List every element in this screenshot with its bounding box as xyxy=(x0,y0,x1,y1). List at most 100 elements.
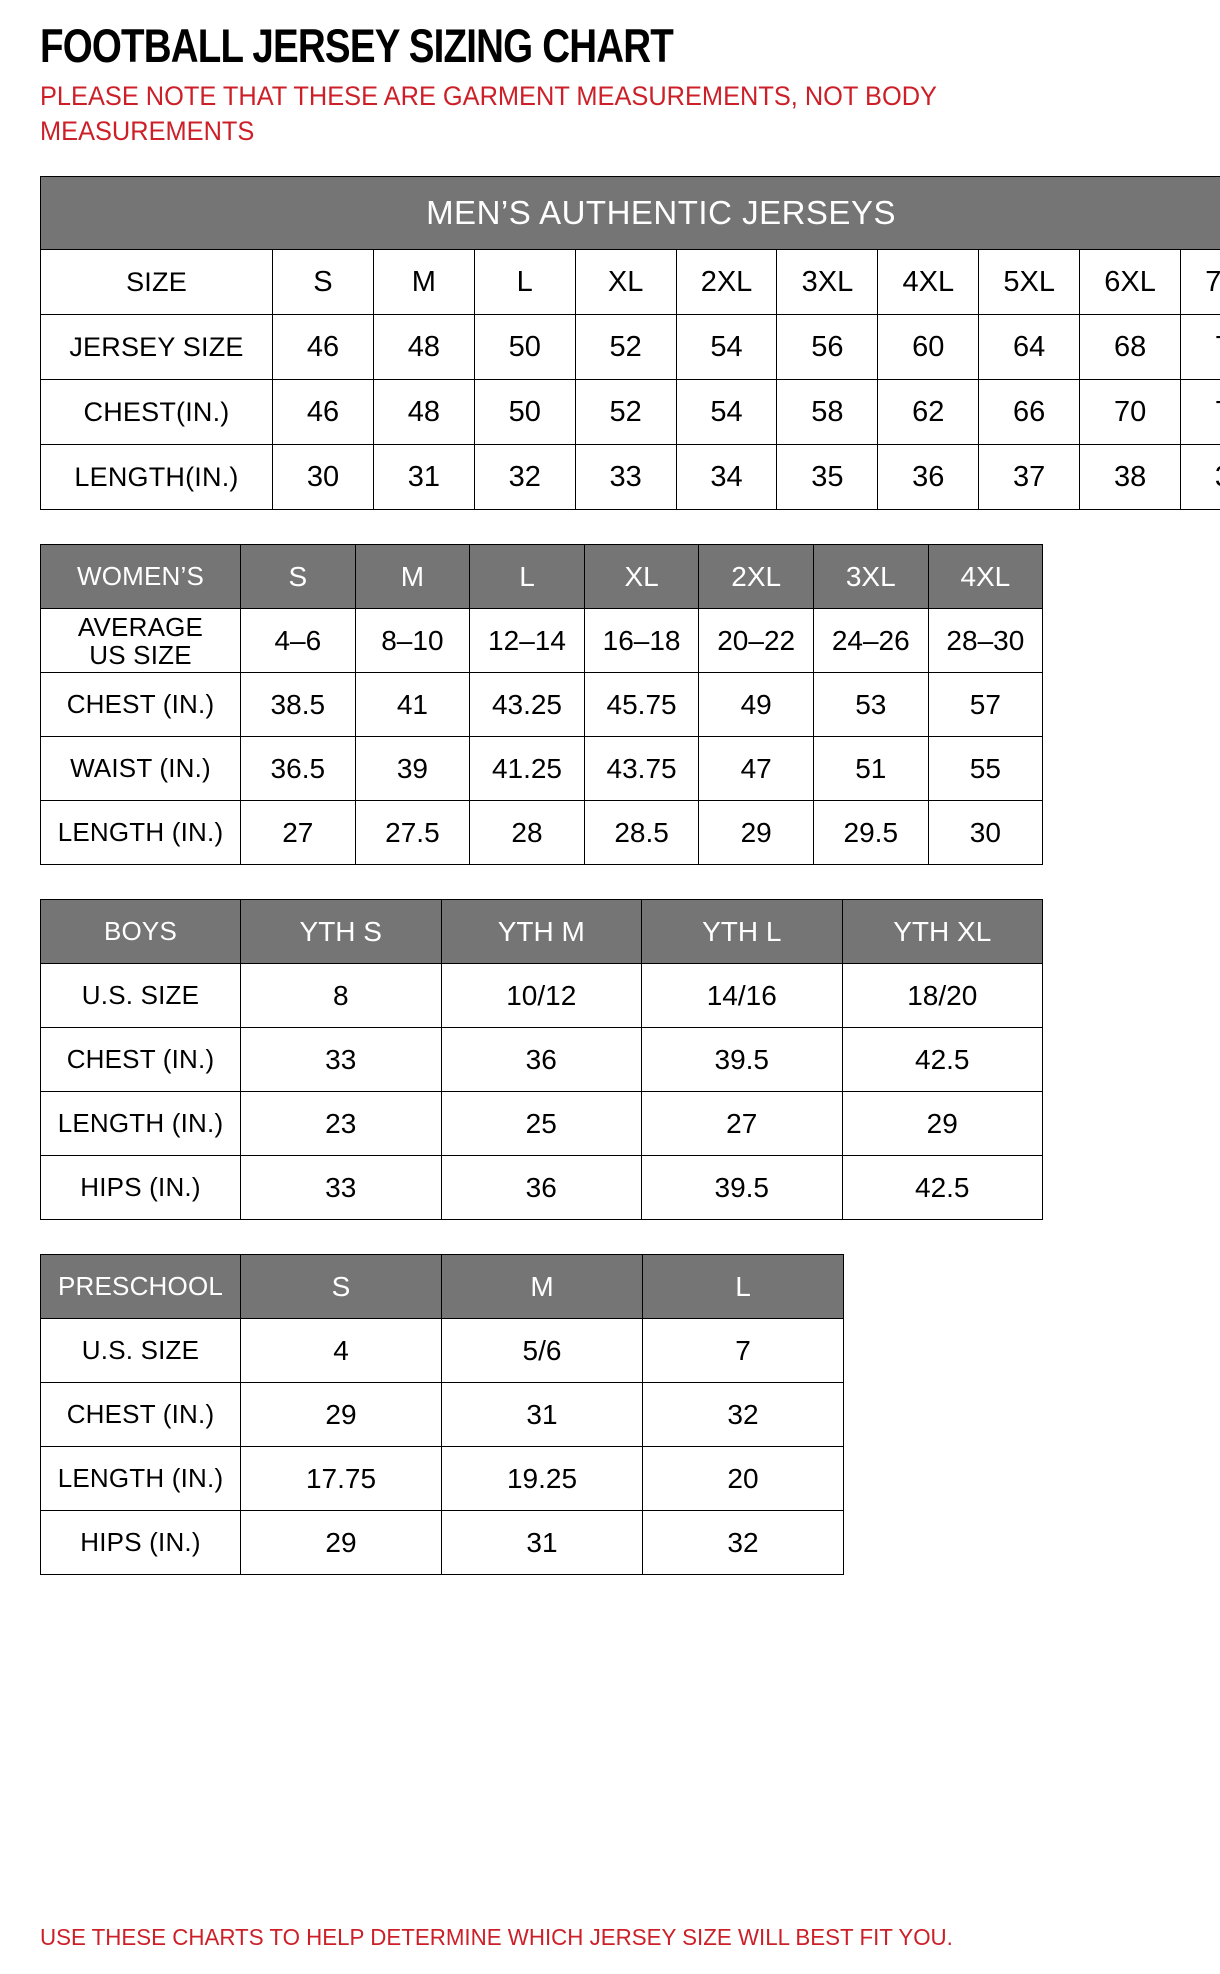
cell-value: 54 xyxy=(675,314,778,381)
table-row: HIPS (IN.) 29 31 32 xyxy=(40,1510,844,1576)
mens-banner-row: MEN’S AUTHENTIC JERSEYS xyxy=(39,176,1220,251)
cell-value: 57 xyxy=(927,672,1044,738)
cell-value: 4–6 xyxy=(240,608,356,674)
table-row: CHEST (IN.) 33 36 39.5 42.5 xyxy=(40,1027,1043,1093)
cell-value: 20–22 xyxy=(698,608,814,674)
row-label: U.S. SIZE xyxy=(40,963,241,1029)
womens-col-header: L xyxy=(469,544,585,610)
cell-value: 28 xyxy=(469,800,585,866)
cell-value: 56 xyxy=(776,314,879,381)
cell-value: 19.25 xyxy=(441,1446,643,1512)
cell-value: 48 xyxy=(372,314,475,381)
cell-value: 47 xyxy=(698,736,814,802)
cell-value: 55 xyxy=(927,736,1044,802)
cell-value: 33 xyxy=(240,1155,442,1221)
cell-value: 52 xyxy=(574,314,677,381)
cell-value: 72 xyxy=(1180,314,1220,381)
cell-value: 10/12 xyxy=(440,963,642,1029)
row-label-line1: AVERAGE xyxy=(77,611,204,642)
cell-value: 28.5 xyxy=(583,800,700,866)
preschool-header-row: PRESCHOOL S M L xyxy=(40,1254,844,1320)
table-row: LENGTH (IN.) 23 25 27 29 xyxy=(40,1091,1043,1157)
mens-col-header: 7XL xyxy=(1180,249,1220,316)
boys-col-header: YTH M xyxy=(440,899,642,965)
womens-col-header: 2XL xyxy=(698,544,814,610)
mens-header-row: SIZE S M L XL 2XL 3XL 4XL 5XL 6XL 7XL xyxy=(40,249,1220,316)
table-row: WAIST (IN.) 36.5 39 41.25 43.75 47 51 55 xyxy=(40,736,1044,802)
mens-col-header: 6XL xyxy=(1079,249,1182,316)
table-row: U.S. SIZE 8 10/12 14/16 18/20 xyxy=(40,963,1043,1029)
row-label: CHEST (IN.) xyxy=(40,1382,241,1448)
row-label: AVERAGE US SIZE xyxy=(40,608,241,674)
cell-value: 29 xyxy=(240,1382,442,1448)
table-row: LENGTH(IN.) 30 31 32 33 34 35 36 37 38 3… xyxy=(40,444,1220,511)
cell-value: 4 xyxy=(240,1318,442,1384)
row-label: LENGTH(IN.) xyxy=(40,444,273,511)
cell-value: 41 xyxy=(354,672,471,738)
cell-value: 29 xyxy=(841,1091,1043,1157)
womens-col-header: M xyxy=(354,544,471,610)
cell-value: 34 xyxy=(675,444,778,511)
row-label: LENGTH (IN.) xyxy=(40,800,241,866)
mens-col-header: M xyxy=(372,249,475,316)
table-row: JERSEY SIZE 46 48 50 52 54 56 60 64 68 7… xyxy=(40,314,1220,381)
table-row: CHEST (IN.) 29 31 32 xyxy=(40,1382,844,1448)
row-label: HIPS (IN.) xyxy=(40,1155,241,1221)
cell-value: 66 xyxy=(978,379,1081,446)
cell-value: 33 xyxy=(574,444,677,511)
cell-value: 36 xyxy=(440,1155,642,1221)
cell-value: 42.5 xyxy=(841,1155,1043,1221)
cell-value: 50 xyxy=(473,314,576,381)
cell-value: 24–26 xyxy=(812,608,929,674)
cell-value: 45.75 xyxy=(583,672,700,738)
cell-value: 32 xyxy=(642,1382,844,1448)
row-label: CHEST(IN.) xyxy=(40,379,273,446)
mens-sizing-table: MEN’S AUTHENTIC JERSEYS SIZE S M L XL 2X… xyxy=(39,176,1220,511)
cell-value: 5/6 xyxy=(441,1318,643,1384)
cell-value: 7 xyxy=(642,1318,844,1384)
mens-col-header: S xyxy=(272,249,374,316)
cell-value: 27 xyxy=(641,1091,843,1157)
cell-value: 33 xyxy=(240,1027,442,1093)
cell-value: 36.5 xyxy=(240,736,356,802)
cell-value: 12–14 xyxy=(469,608,585,674)
preschool-col-header: S xyxy=(240,1254,442,1320)
cell-value: 14/16 xyxy=(641,963,843,1029)
boys-col-header: YTH XL xyxy=(841,899,1043,965)
cell-value: 31 xyxy=(441,1382,643,1448)
row-label: LENGTH (IN.) xyxy=(40,1446,241,1512)
cell-value: 35 xyxy=(776,444,879,511)
row-label: CHEST (IN.) xyxy=(40,672,241,738)
table-row: AVERAGE US SIZE 4–6 8–10 12–14 16–18 20–… xyxy=(40,608,1044,674)
cell-value: 31 xyxy=(372,444,475,511)
cell-value: 17.75 xyxy=(240,1446,442,1512)
cell-value: 30 xyxy=(272,444,374,511)
cell-value: 29 xyxy=(698,800,814,866)
table-row: LENGTH (IN.) 17.75 19.25 20 xyxy=(40,1446,844,1512)
mens-corner-label: SIZE xyxy=(40,249,273,316)
cell-value: 8–10 xyxy=(354,608,471,674)
cell-value: 39.5 xyxy=(641,1027,843,1093)
row-label: JERSEY SIZE xyxy=(40,314,273,381)
cell-value: 16–18 xyxy=(583,608,700,674)
preschool-col-header: L xyxy=(642,1254,844,1320)
table-row: CHEST(IN.) 46 48 50 52 54 58 62 66 70 76 xyxy=(40,379,1220,446)
cell-value: 25 xyxy=(440,1091,642,1157)
cell-value: 68 xyxy=(1079,314,1182,381)
mens-col-header: 2XL xyxy=(675,249,778,316)
mens-banner-label: MEN’S AUTHENTIC JERSEYS xyxy=(39,176,1220,251)
mens-col-header: 4XL xyxy=(877,249,980,316)
cell-value: 28–30 xyxy=(927,608,1044,674)
footer-note: USE THESE CHARTS TO HELP DETERMINE WHICH… xyxy=(40,1924,953,1950)
cell-value: 60 xyxy=(877,314,980,381)
cell-value: 46 xyxy=(272,314,374,381)
cell-value: 49 xyxy=(698,672,814,738)
cell-value: 42.5 xyxy=(841,1027,1043,1093)
boys-col-header: YTH L xyxy=(641,899,843,965)
cell-value: 8 xyxy=(240,963,442,1029)
cell-value: 43.75 xyxy=(583,736,700,802)
measurement-disclaimer: PLEASE NOTE THAT THESE ARE GARMENT MEASU… xyxy=(40,81,937,146)
cell-value: 41.25 xyxy=(469,736,585,802)
womens-header-row: WOMEN’S S M L XL 2XL 3XL 4XL xyxy=(40,544,1044,610)
